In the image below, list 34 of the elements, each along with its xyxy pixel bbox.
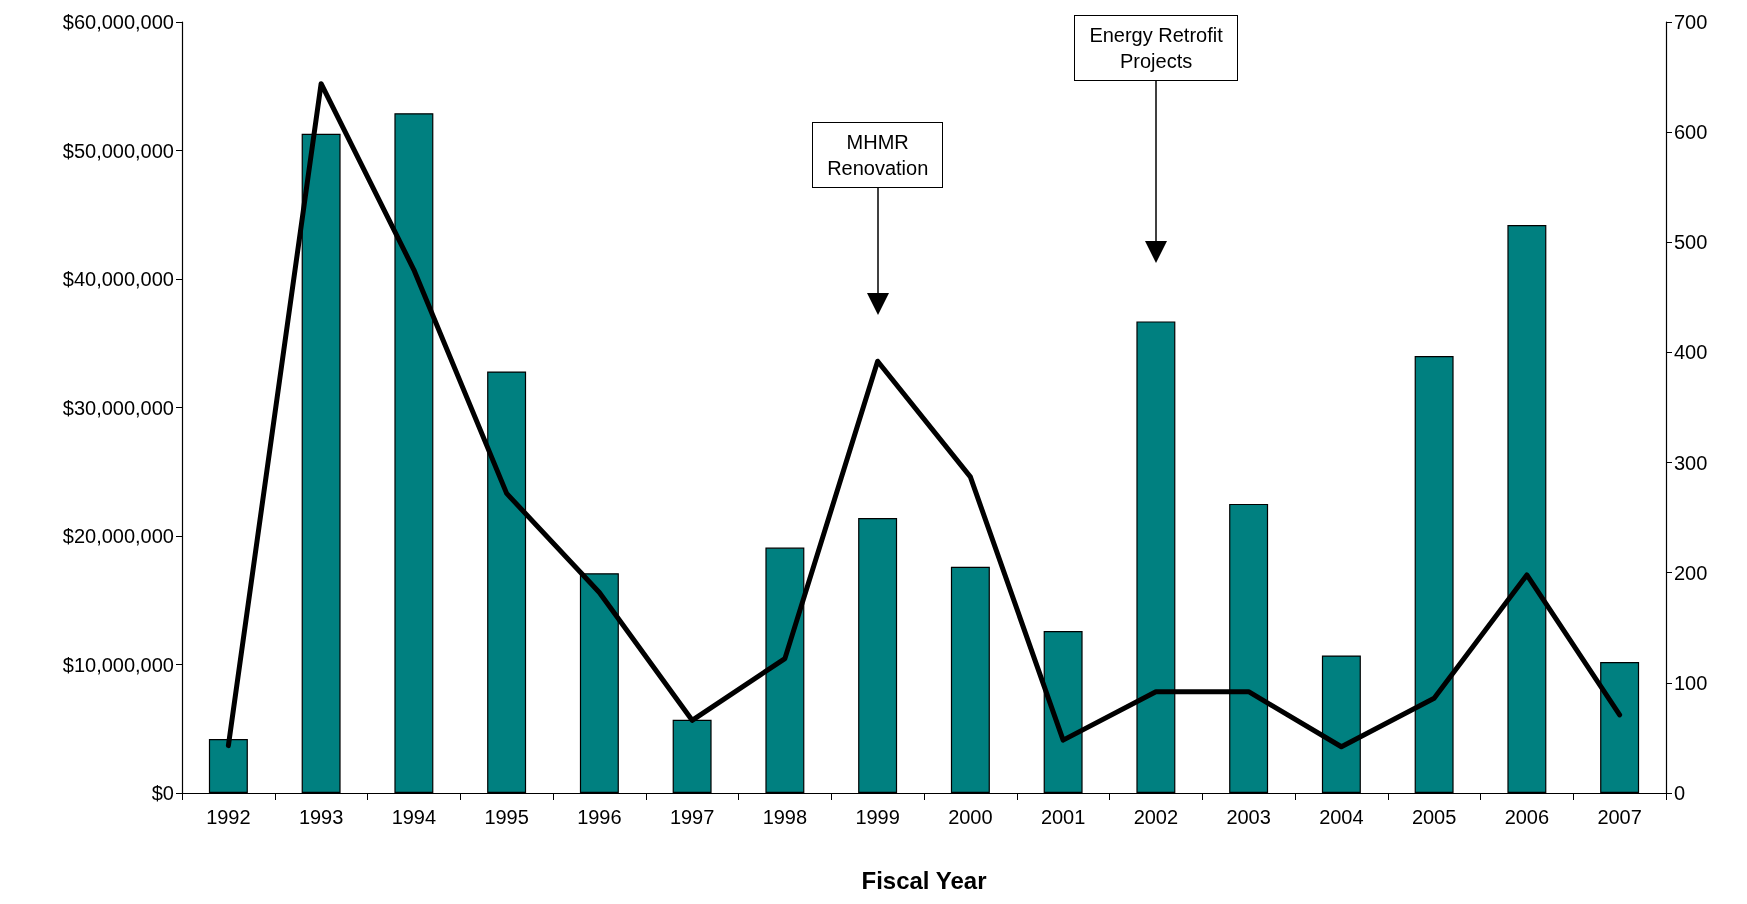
x-tick-label: 1992 xyxy=(206,806,251,828)
annotation: Energy Retrofit Projects xyxy=(1074,15,1238,81)
y2-tick-label: 0 xyxy=(1674,782,1686,804)
x-tick-label: 1999 xyxy=(855,806,900,828)
x-tick-label: 2007 xyxy=(1597,806,1642,828)
x-tick-label: 2005 xyxy=(1411,806,1457,828)
y-tick-label: $0 xyxy=(151,782,174,804)
y2-tick-label: 500 xyxy=(1674,231,1708,254)
x-tick-label: 1995 xyxy=(484,806,529,828)
y2-tick-label: 700 xyxy=(1674,11,1708,33)
y-tick-label: $60,000,000 xyxy=(62,11,174,33)
x-tick-label: 1994 xyxy=(391,806,437,828)
annotation: MHMR Renovation xyxy=(812,122,944,188)
y-tick-label: $30,000,000 xyxy=(62,396,174,419)
x-tick-label: 2002 xyxy=(1133,806,1179,828)
y-tick-label: $40,000,000 xyxy=(62,268,174,290)
y2-tick-label: 200 xyxy=(1674,561,1708,584)
x-tick-label: 1993 xyxy=(298,806,344,828)
y-tick-label: $10,000,000 xyxy=(62,653,174,676)
x-axis-title: Fiscal Year xyxy=(861,866,987,894)
x-tick-label: 2004 xyxy=(1319,806,1364,828)
x-tick-label: 2006 xyxy=(1504,806,1550,828)
y-tick-label: $50,000,000 xyxy=(62,139,174,162)
x-tick-label: 2001 xyxy=(1040,806,1086,828)
x-tick-label: 2000 xyxy=(948,806,993,828)
y2-tick-label: 300 xyxy=(1674,451,1708,474)
y-tick-label: $20,000,000 xyxy=(62,525,174,547)
y2-tick-label: 600 xyxy=(1674,121,1708,144)
x-tick-label: 1996 xyxy=(577,806,622,828)
y2-tick-label: 100 xyxy=(1674,671,1708,694)
x-tick-label: 1997 xyxy=(669,806,715,828)
x-tick-label: 1998 xyxy=(762,806,808,828)
y2-tick-label: 400 xyxy=(1674,341,1708,364)
x-tick-label: 2003 xyxy=(1226,806,1271,828)
